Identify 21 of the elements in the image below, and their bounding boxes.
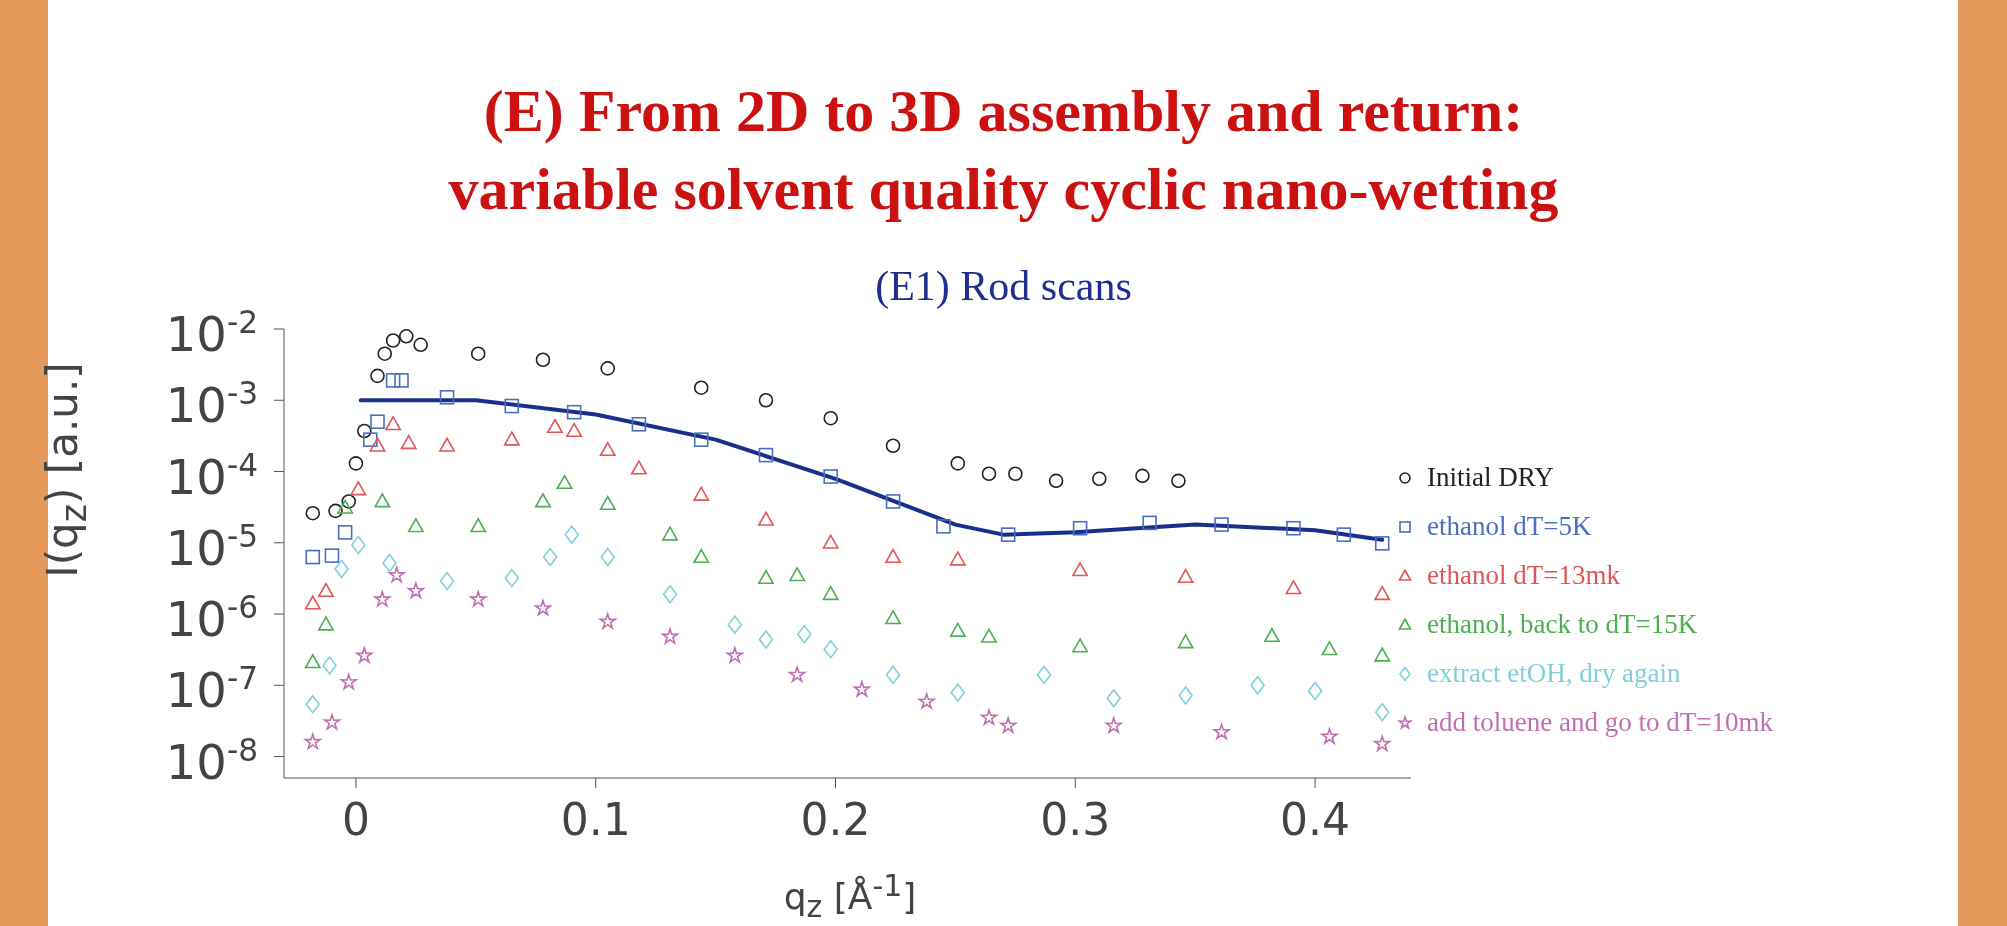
legend-label: Initial DRY — [1427, 462, 1554, 493]
legend-label: extract etOH, dry again — [1427, 658, 1681, 689]
legend-label: ethanol, back to dT=15K — [1427, 609, 1698, 640]
x-axis-title: q$_{z}$ [Å$^{-1}$] — [782, 868, 918, 925]
legend-label: ethanol dT=5K — [1427, 511, 1592, 542]
x-tick-label: 0.2 — [800, 794, 871, 845]
y-tick-label: 10$^{-5}$ — [165, 517, 258, 576]
y-tick-label: 10$^{-4}$ — [165, 446, 258, 505]
y-tick-label: 10$^{-2}$ — [165, 304, 258, 362]
y-tick-label: 10$^{-6}$ — [165, 589, 258, 648]
chart-title: (E) From 2D to 3D assembly and return: variable solvent quality cyclic nano-wetting — [447, 77, 1560, 224]
legend-label: add toluene and go to dT=10mk — [1427, 707, 1773, 738]
x-tick-label: 0 — [341, 794, 370, 845]
y-tick-label: 10$^{-3}$ — [165, 375, 258, 434]
x-tick-label: 0.3 — [1040, 794, 1111, 845]
x-tick-label: 0.1 — [560, 794, 631, 845]
legend-label: ethanol dT=13mk — [1427, 560, 1620, 591]
x-tick-label: 0.4 — [1280, 794, 1351, 845]
chart-subtitle: (E1) Rod scans — [875, 263, 1132, 309]
y-tick-label: 10$^{-7}$ — [165, 660, 258, 719]
y-tick-label: 10$^{-8}$ — [165, 731, 258, 790]
